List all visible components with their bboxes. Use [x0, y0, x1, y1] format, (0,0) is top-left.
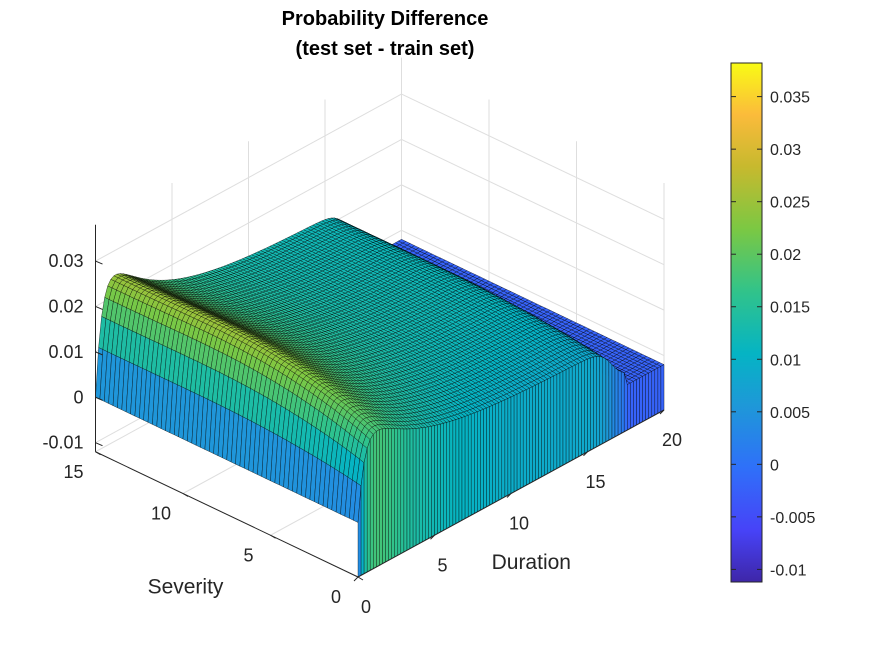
surface-plot: [95, 217, 665, 578]
grid-line: [401, 93, 665, 220]
chart-title-line2: (test set - train set): [295, 38, 475, 60]
grid-line: [401, 229, 665, 356]
grid-line: [401, 184, 665, 311]
grid-line: [95, 93, 402, 262]
grid-line: [401, 139, 665, 266]
grid-line: [95, 139, 402, 307]
chart-title-line1: Probability Difference: [281, 8, 489, 30]
